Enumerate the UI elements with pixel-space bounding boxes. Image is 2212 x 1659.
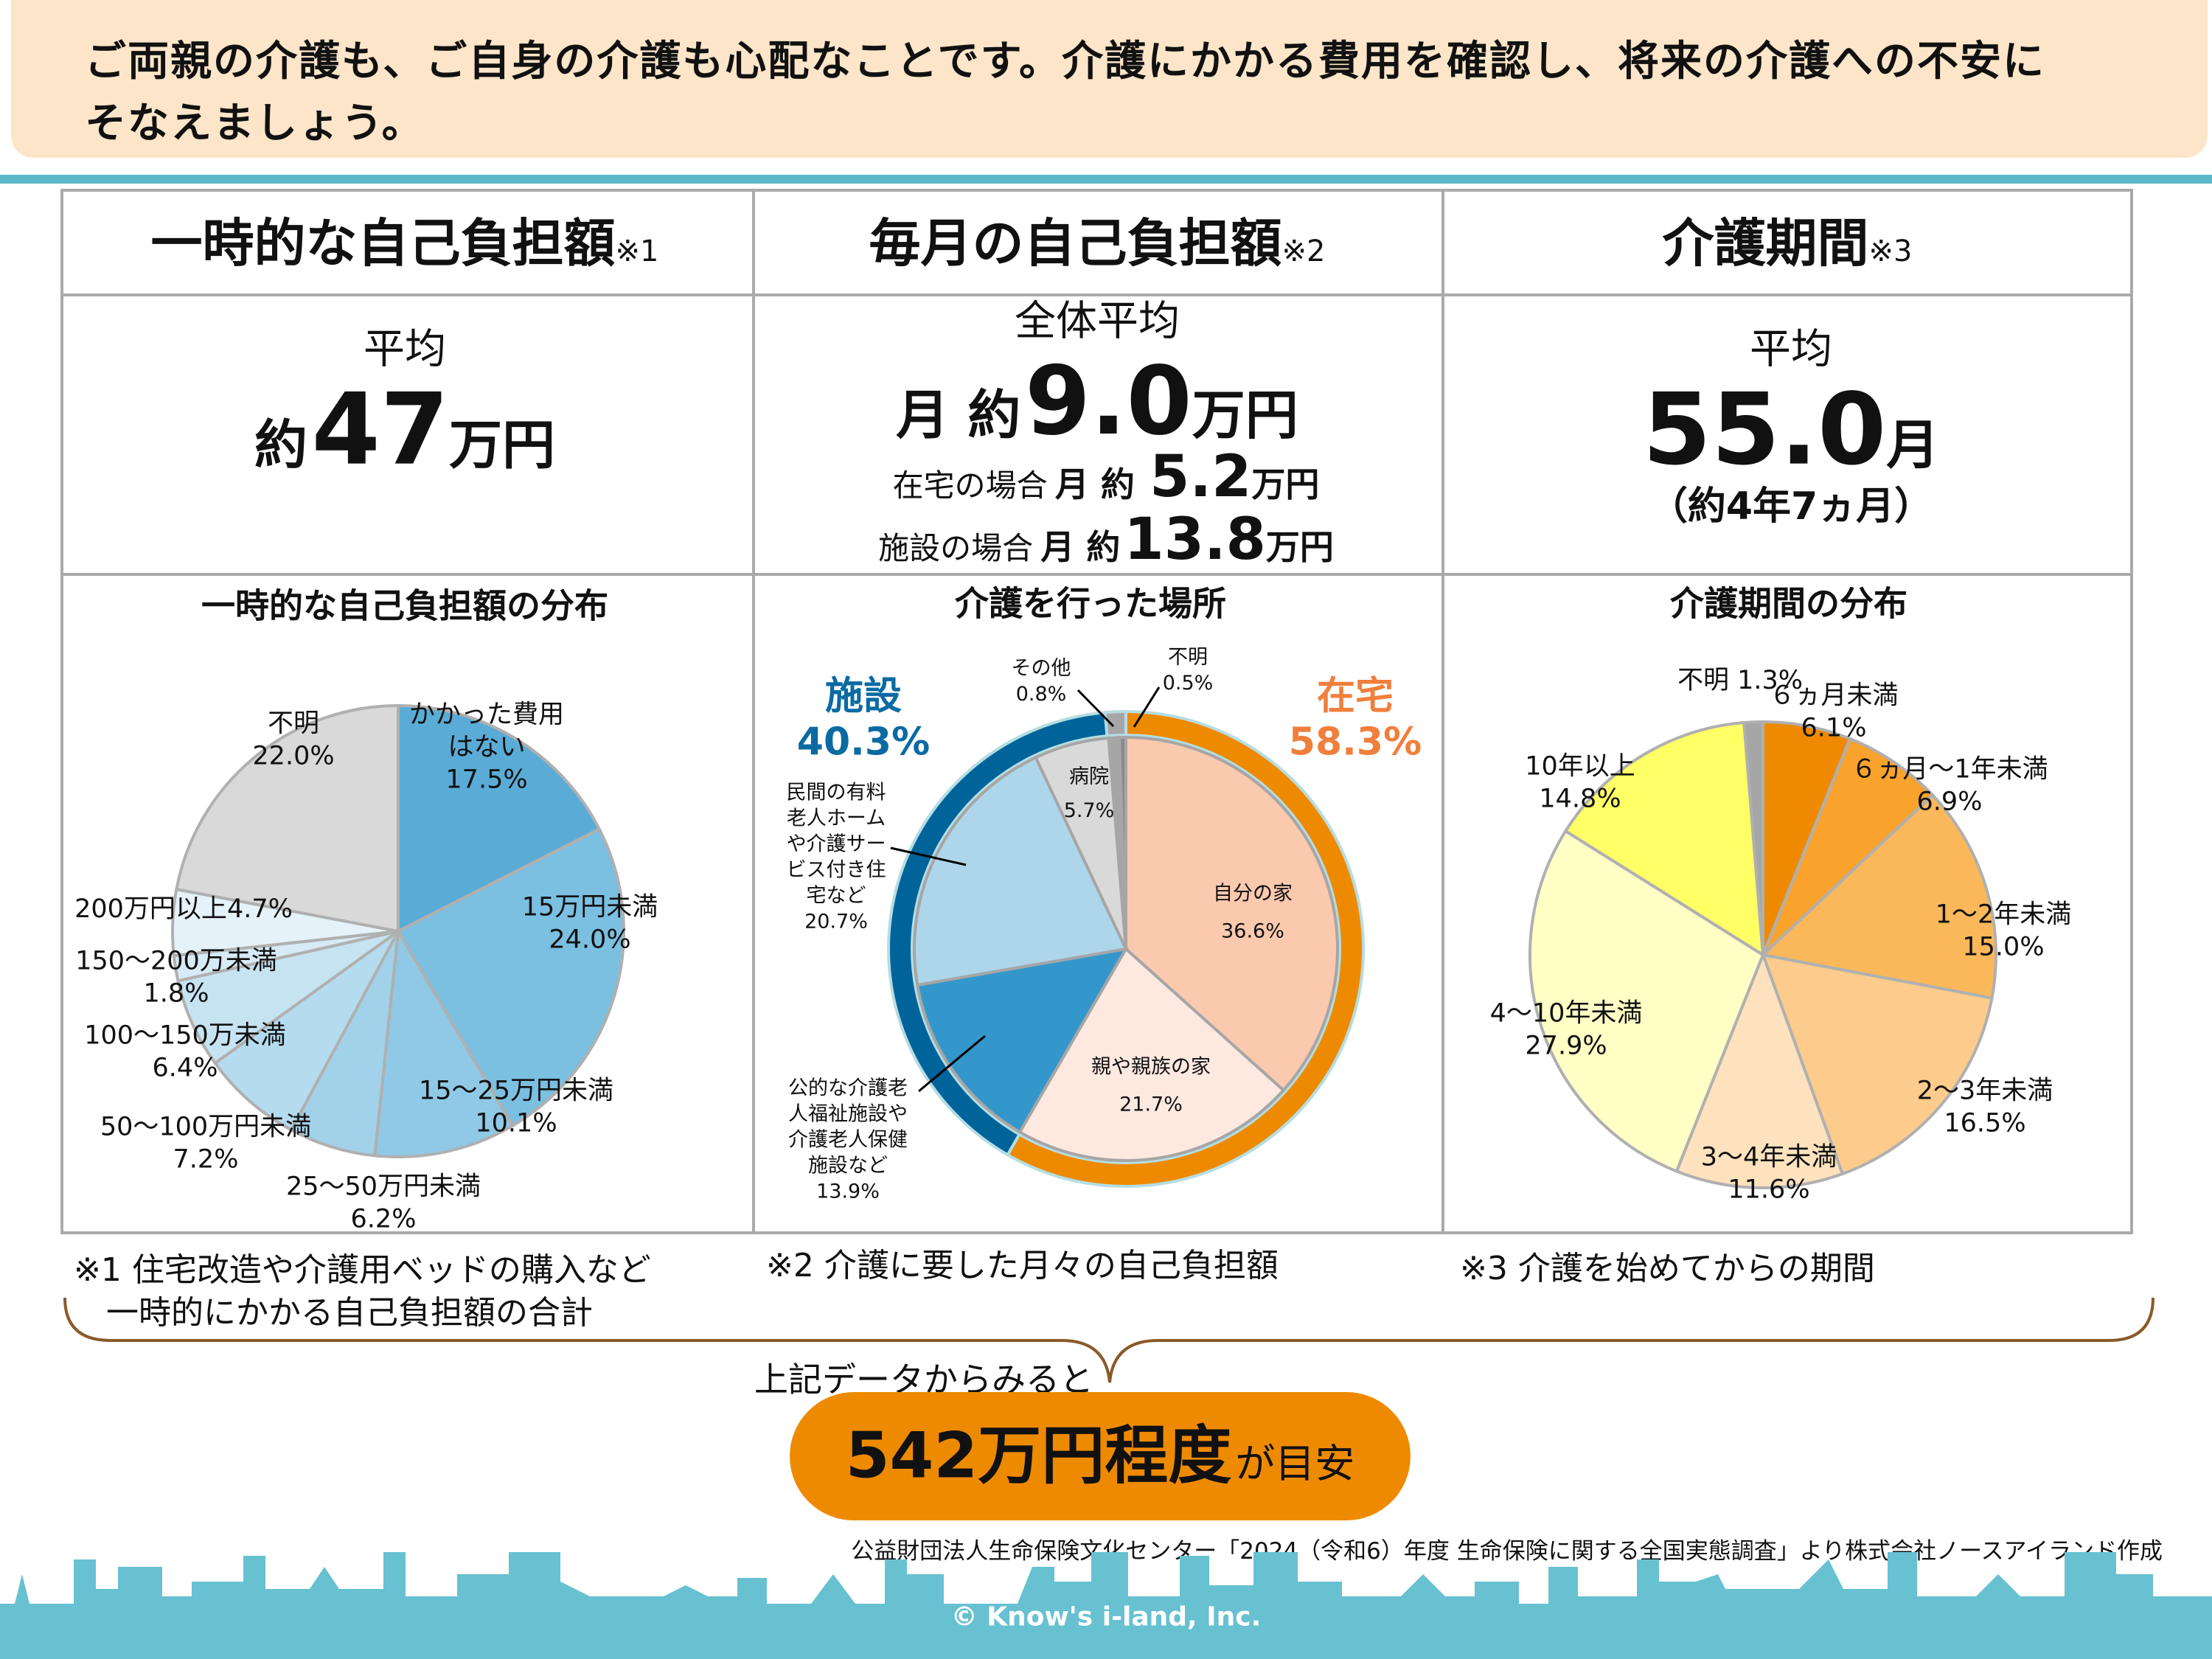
pie-slice bbox=[913, 755, 1128, 987]
pie-label: 自分の家 36.6% bbox=[1213, 882, 1293, 943]
home-average: 在宅の場合 月 約 5.2万円 bbox=[892, 444, 1320, 511]
pie-slice bbox=[915, 947, 1129, 1135]
pie-label: 病院 5.7% bbox=[1063, 765, 1115, 822]
pie-label: 50～100万円未満 7.2% bbox=[100, 1112, 312, 1174]
pie-label: 25～50万円未満 6.2% bbox=[285, 1172, 481, 1234]
pie-slice bbox=[396, 827, 625, 1128]
pie-label: 民間の有料 老人ホーム や介護サー ビス付き住 宅など 20.7% bbox=[786, 781, 886, 934]
ring-label-facility: 施設 40.3% bbox=[796, 674, 931, 765]
pie-label: 親や親族の家 21.7% bbox=[1091, 1055, 1211, 1116]
brace bbox=[63, 1297, 2154, 1383]
divider bbox=[63, 573, 2130, 576]
pie-slice bbox=[175, 703, 400, 933]
pie-slice bbox=[1742, 720, 1764, 956]
pie-slice bbox=[1761, 720, 1852, 956]
pie-label: ６ヵ月～1年未満 6.9% bbox=[1851, 754, 2048, 816]
pie-slice bbox=[1563, 720, 1765, 958]
note-2: ※2 介護に要した月々の自己負担額 bbox=[766, 1247, 1279, 1284]
pie-label: 不明 1.3% bbox=[1677, 666, 1804, 696]
pie-slice bbox=[1117, 735, 1127, 950]
pie-label: 200万円以上4.7% bbox=[74, 894, 293, 925]
header-one-time-cost: 一時的な自己負担額※1 bbox=[150, 213, 659, 274]
pie-slice bbox=[1674, 950, 1845, 1189]
pie-slice bbox=[289, 931, 400, 1158]
pie-slice bbox=[397, 703, 602, 934]
leader-line bbox=[1133, 686, 1161, 728]
pie-label: 150～200万未満 1.8% bbox=[75, 946, 277, 1008]
pie-label: 10年以上 14.8% bbox=[1525, 751, 1635, 813]
summary-text: 542万円程度 が目安 bbox=[845, 1419, 1355, 1493]
pie-label: 公的な介護老 人福祉施設や 介護老人保健 施設など 13.9% bbox=[788, 1077, 908, 1203]
pie-label: 4～10年未満 27.9% bbox=[1489, 998, 1643, 1060]
intro-line-2: そなえましょう。 bbox=[85, 100, 425, 147]
ring-label-home: 在宅 58.3% bbox=[1288, 674, 1422, 765]
chart-title: 一時的な自己負担額の分布 bbox=[201, 585, 608, 626]
intro-banner: ご両親の介護も、ご自身の介護も心配なことです。介護にかかる費用を確認し、将来の介… bbox=[11, 0, 2208, 158]
info-table bbox=[60, 189, 2133, 1234]
care-period-average: 55.0月 bbox=[1642, 372, 1940, 487]
intro-line-1: ご両親の介護も、ご自身の介護も心配なことです。介護にかかる費用を確認し、将来の介… bbox=[85, 38, 2046, 86]
pie-label: 2～3年未満 16.5% bbox=[1916, 1076, 2053, 1138]
one-time-average: 約 47万円 bbox=[254, 372, 556, 487]
pie-slice bbox=[373, 926, 515, 1158]
overall-avg-label: 全体平均 bbox=[1015, 297, 1180, 346]
pie-slice bbox=[212, 930, 400, 1133]
pie-slice bbox=[1124, 735, 1339, 1093]
leader-line bbox=[918, 1034, 986, 1093]
monthly-average: 月 約 9.0万円 bbox=[896, 347, 1298, 457]
leader-line bbox=[1077, 689, 1115, 728]
avg-label: 平均 bbox=[1750, 325, 1832, 374]
divider bbox=[752, 192, 755, 1231]
pie-slice bbox=[1760, 953, 1994, 1176]
chart-title: 介護を行った場所 bbox=[955, 583, 1226, 624]
pie-label: 不明 22.0% bbox=[252, 709, 335, 771]
pie-slice bbox=[1528, 829, 1765, 1174]
pie-slice bbox=[1759, 793, 1997, 1001]
note-1: ※1 住宅改造や介護用ベッドの購入など bbox=[74, 1251, 651, 1289]
pie-slice bbox=[176, 930, 400, 1065]
pie-slice bbox=[1018, 946, 1286, 1162]
pie-label: 15万円未満 24.0% bbox=[521, 892, 658, 954]
pie-label: ６ヵ月未満 6.1% bbox=[1769, 681, 1899, 742]
header-monthly-cost: 毎月の自己負担額※2 bbox=[869, 213, 1326, 274]
note-3: ※3 介護を始めてからの期間 bbox=[1460, 1250, 1875, 1287]
pie-label: かかった費用はない 17.5% bbox=[409, 700, 565, 794]
facility-average: 施設の場合 月 約 13.8万円 bbox=[878, 507, 1334, 574]
pie-label: 不明 0.5% bbox=[1162, 645, 1214, 695]
pie-label: 100～150万未満 6.4% bbox=[84, 1020, 286, 1082]
source-credit: 公益財団法人生命保険文化センター「2024（令和6）年度 生命保険に関する全国実… bbox=[851, 1538, 2163, 1565]
note-1-cont: 一時的にかかる自己負担額の合計 bbox=[74, 1294, 593, 1332]
avg-label: 平均 bbox=[364, 325, 446, 374]
leader-line bbox=[890, 846, 967, 866]
copyright: © Know's i-land, Inc. bbox=[950, 1601, 1262, 1632]
divider bbox=[1441, 192, 1444, 1231]
summary-pill: 542万円程度 が目安 bbox=[790, 1392, 1411, 1520]
divider bbox=[63, 293, 2130, 296]
divider bbox=[0, 175, 2212, 184]
header-care-period: 介護期間※3 bbox=[1662, 213, 1913, 274]
pie-label: 1～2年未満 15.0% bbox=[1935, 900, 2072, 961]
pie-label: 15～25万円未満 10.1% bbox=[418, 1076, 614, 1138]
skyline-illustration bbox=[0, 1552, 2212, 1659]
pie-label: その他 0.8% bbox=[1011, 656, 1071, 706]
pie-slice bbox=[1761, 737, 1935, 956]
care-period-sub: （約4年7ヵ月） bbox=[1649, 484, 1933, 529]
pie-label: 3～4年未満 11.6% bbox=[1700, 1142, 1837, 1204]
chart-title: 介護期間の分布 bbox=[1670, 583, 1907, 624]
